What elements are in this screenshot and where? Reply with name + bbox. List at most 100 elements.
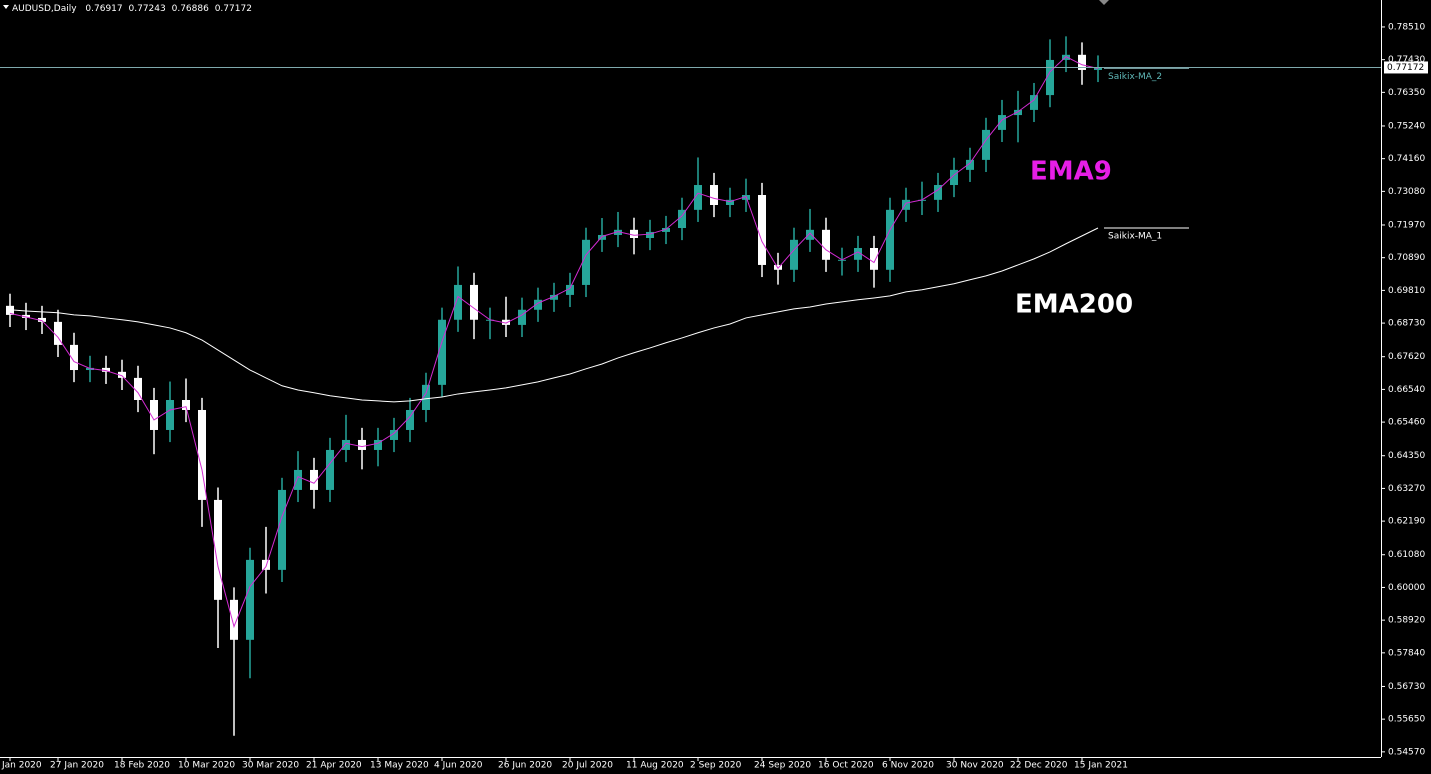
candle-body	[662, 228, 670, 232]
candle-body	[566, 284, 574, 295]
candle-body	[422, 384, 430, 410]
x-tick-label: 26 Jun 2020	[498, 761, 552, 771]
header-low: 0.76886	[172, 4, 209, 14]
candle-body	[710, 185, 718, 205]
candle-body	[806, 229, 814, 240]
x-tick-label: Jan 2020	[1, 761, 42, 771]
candle-body	[1046, 59, 1054, 96]
candle-body	[102, 367, 110, 372]
candle-body	[726, 199, 734, 205]
candle-body	[790, 239, 798, 270]
y-tick-label: 0.75240	[1388, 121, 1425, 131]
candle-body	[342, 439, 350, 450]
candle-body	[438, 319, 446, 385]
y-tick-label: 0.78510	[1388, 22, 1425, 32]
annotation: EMA9	[1030, 157, 1112, 187]
candle-body	[1094, 67, 1102, 70]
candle-body	[550, 294, 558, 300]
candle-body	[982, 129, 990, 160]
candle-body	[966, 159, 974, 170]
header-high: 0.77243	[129, 4, 166, 14]
candle-body	[38, 317, 46, 322]
candle-body	[1078, 54, 1086, 70]
ma-label: Saikix-MA_2	[1108, 72, 1162, 82]
candle-body	[998, 115, 1006, 130]
x-tick-label: 21 Apr 2020	[306, 761, 362, 771]
candle-body	[582, 239, 590, 285]
candle-body	[182, 399, 190, 410]
chart-header: AUDUSD,Daily 0.76917 0.77243 0.76886 0.7…	[12, 4, 252, 14]
candle-body	[246, 559, 254, 640]
x-tick-label: 15 Jan 2021	[1074, 761, 1128, 771]
candle-body	[694, 185, 702, 210]
x-tick-label: 27 Jan 2020	[50, 761, 104, 771]
y-tick-label: 0.57840	[1388, 648, 1425, 658]
annotation: EMA200	[1015, 290, 1133, 320]
candle-body	[534, 299, 542, 310]
y-tick-label: 0.71970	[1388, 220, 1425, 230]
candle-body	[358, 439, 366, 450]
x-tick-label: 16 Oct 2020	[818, 761, 874, 771]
x-tick-label: 2 Sep 2020	[690, 761, 742, 771]
y-tick-label: 0.66540	[1388, 385, 1425, 395]
y-tick-label: 0.63270	[1388, 484, 1425, 494]
candle-body	[406, 409, 414, 430]
y-tick-label: 0.69810	[1388, 286, 1425, 296]
candle-body	[518, 309, 526, 325]
candle-body	[678, 209, 686, 229]
candle-body	[326, 449, 334, 490]
y-tick-label: 0.56730	[1388, 682, 1425, 692]
candle-body	[294, 469, 302, 490]
x-tick-label: 24 Sep 2020	[754, 761, 811, 771]
candle-body	[870, 247, 878, 270]
candle-body	[134, 377, 142, 400]
candle-body	[646, 231, 654, 239]
x-tick-label: 10 Mar 2020	[178, 761, 235, 771]
symbol: AUDUSD,Daily	[12, 4, 77, 14]
y-tick-label: 0.60000	[1388, 583, 1425, 593]
candle-body	[118, 371, 126, 378]
candle-body	[70, 344, 78, 371]
candle-body	[54, 321, 62, 345]
candle-body	[22, 314, 30, 318]
header-close: 0.77172	[215, 4, 252, 14]
header-open: 0.76917	[85, 4, 122, 14]
x-tick-label: 4 Jun 2020	[434, 761, 483, 771]
candle-body	[262, 559, 270, 570]
candle-body	[214, 499, 222, 600]
y-tick-label: 0.76350	[1388, 88, 1425, 98]
candle-body	[1030, 95, 1038, 110]
y-tick-label: 0.65460	[1388, 418, 1425, 428]
candle-body	[886, 209, 894, 270]
y-tick-label: 0.61080	[1388, 550, 1425, 560]
menu-arrow[interactable]	[3, 5, 9, 9]
candle-body	[310, 469, 318, 490]
y-tick-label: 0.55650	[1388, 715, 1425, 725]
candle-body	[150, 399, 158, 430]
candle-body	[598, 234, 606, 240]
x-tick-label: 20 Jul 2020	[562, 761, 613, 771]
candle-body	[950, 169, 958, 186]
x-tick-label: 11 Aug 2020	[626, 761, 684, 771]
y-tick-label: 0.62190	[1388, 517, 1425, 527]
x-tick-label: 18 Feb 2020	[114, 761, 170, 771]
ma-line	[9, 56, 1099, 629]
current-price-box	[1384, 61, 1428, 74]
x-tick-label: 30 Mar 2020	[242, 761, 299, 771]
x-tick-label: 22 Dec 2020	[1010, 761, 1068, 771]
y-tick-label: 0.64350	[1388, 451, 1425, 461]
y-tick-label: 0.74160	[1388, 154, 1425, 164]
y-tick-label: 0.67620	[1388, 352, 1425, 362]
y-tick-label: 0.54570	[1388, 747, 1425, 757]
y-tick-label: 0.73080	[1388, 187, 1425, 197]
candle-body	[390, 429, 398, 440]
candle-body	[374, 439, 382, 450]
y-tick-label: 0.68730	[1388, 319, 1425, 329]
shift-marker	[1099, 0, 1109, 5]
x-tick-label: 30 Nov 2020	[946, 761, 1004, 771]
candle-body	[502, 319, 510, 325]
ma-line	[9, 227, 1099, 403]
